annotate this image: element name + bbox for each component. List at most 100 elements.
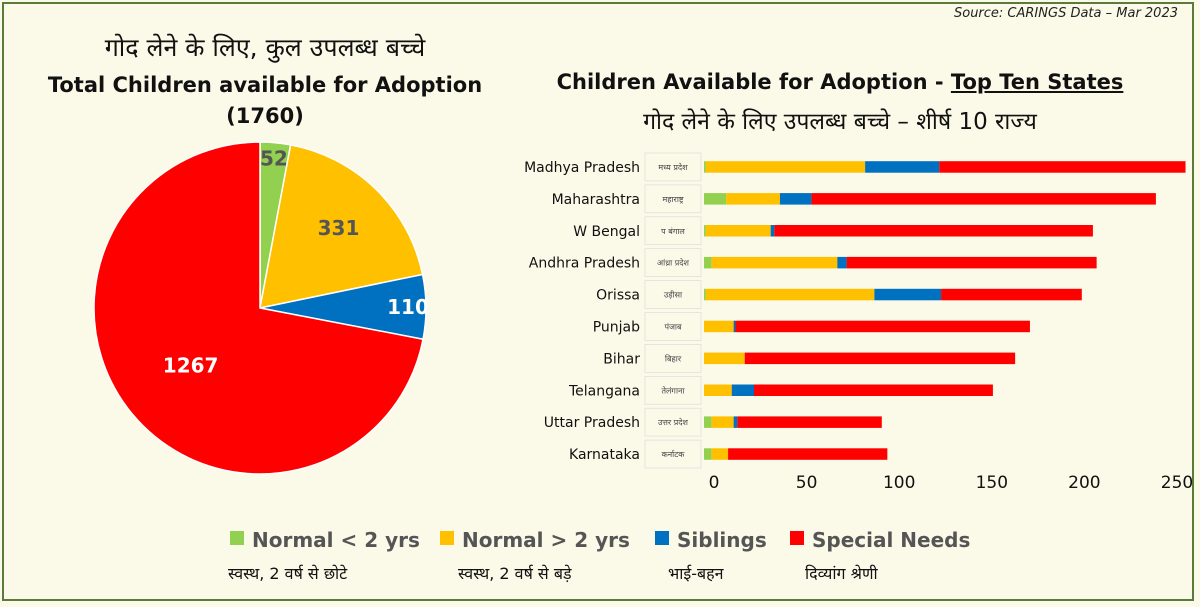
pie-slice: [259, 143, 424, 309]
legend-swatch: [230, 531, 244, 545]
legend-hindi-label: भाई-बहन: [668, 564, 724, 583]
bar-segment: [770, 225, 775, 237]
pie-slice: [93, 141, 424, 475]
bar-segment: [711, 448, 729, 460]
legend-swatch: [440, 531, 454, 545]
state-hindi-label: उड़ीसा: [664, 290, 683, 300]
bar-segment: [846, 256, 1097, 269]
legend: Normal < 2 yrs स्वस्थ, 2 वर्ष से छोटे Norm…: [0, 528, 1200, 598]
state-hindi-cell: [644, 184, 702, 214]
pie-data-label: 52: [260, 147, 288, 171]
bar-segment: [737, 416, 882, 428]
legend-label: Special Needs: [812, 528, 971, 552]
legend-hindi-label: स्वस्थ, 2 वर्ष से बड़े: [458, 564, 572, 583]
bar-segment: [704, 161, 706, 173]
x-tick-label: 0: [709, 473, 720, 493]
bar-segment: [704, 256, 712, 269]
bar-segment: [704, 320, 734, 333]
bar-segment: [939, 161, 1186, 173]
state-hindi-cell: [644, 344, 702, 373]
bar-segment: [705, 161, 866, 173]
x-tick-label: 100: [883, 473, 915, 493]
bar-segment: [754, 384, 993, 396]
bar-title-prefix: Children Available for Adoption -: [556, 70, 951, 94]
state-hindi-cell: [644, 152, 702, 182]
legend-hindi-label: दिव्यांग श्रेणी: [805, 564, 878, 583]
state-label: Uttar Pradesh: [544, 415, 640, 431]
legend-item: Normal < 2 yrs: [230, 528, 420, 552]
state-hindi-label: कर्नाटक: [662, 449, 686, 459]
bar-segment: [704, 288, 706, 301]
x-tick-label: 150: [976, 473, 1008, 493]
bar-segment: [779, 193, 812, 205]
bar-segment: [705, 288, 875, 301]
legend-label: Siblings: [677, 528, 767, 552]
bar-title-hindi: गोद लेने के लिए उपलब्ध बच्चे – शीर्ष 10 …: [643, 109, 1037, 135]
state-label: Punjab: [593, 319, 640, 335]
state-label: Andhra Pradesh: [529, 256, 640, 272]
pie-title-hindi: गोद लेने के लिए, कुल उपलब्ध बच्चे: [104, 33, 426, 62]
state-hindi-label: बिहार: [665, 353, 682, 363]
legend-label: Normal < 2 yrs: [252, 528, 420, 552]
pie-title: Total Children available for Adoption (1…: [40, 70, 490, 132]
state-label: Karnataka: [569, 447, 640, 463]
bar-chart-title: Children Available for Adoption - Top Te…: [520, 70, 1160, 94]
bar-segment: [726, 193, 780, 205]
bar-segment: [704, 225, 706, 237]
bar-segment: [865, 161, 940, 173]
bar-segment: [733, 320, 736, 333]
state-label: Bihar: [603, 351, 640, 367]
legend-item: Normal > 2 yrs: [440, 528, 630, 552]
bar-title-underlined: Top Ten States: [950, 70, 1124, 94]
bar-segment: [704, 384, 732, 396]
state-hindi-label: उत्तर प्रदेश: [658, 417, 689, 427]
x-tick-label: 50: [796, 473, 818, 493]
state-hindi-cell: [644, 375, 702, 405]
legend-item: Siblings: [655, 528, 767, 552]
state-label: W Bengal: [573, 224, 640, 240]
state-hindi-cell: [644, 216, 702, 246]
state-hindi-cell: [644, 280, 702, 309]
pie-chart: 52 331 110 1267: [93, 141, 429, 475]
state-hindi-label: महाराष्ट्र: [662, 195, 684, 204]
pie-data-label: 331: [318, 216, 360, 240]
state-label: Maharashtra: [552, 192, 640, 208]
bar-segment: [731, 384, 755, 396]
state-label: Orissa: [596, 288, 640, 304]
state-label: Telangana: [568, 383, 640, 399]
state-hindi-cell: [644, 439, 702, 469]
pie-data-label: 110: [387, 295, 429, 319]
pie-title-text: Total Children available for Adoption: [47, 73, 483, 97]
bar-segment: [728, 448, 888, 460]
state-hindi-label: पंजाब: [664, 322, 682, 331]
bar-segment: [744, 352, 1016, 365]
pie-total-label: (1760): [226, 104, 304, 128]
bar-segment: [837, 256, 847, 269]
legend-hindi-label: स्वस्थ, 2 वर्ष से छोटे: [228, 564, 348, 583]
legend-item: Special Needs: [790, 528, 970, 552]
state-hindi-cell: [644, 248, 702, 277]
state-hindi-label: प बंगाल: [661, 227, 685, 236]
bar-segment: [774, 225, 1093, 237]
bar-segment: [711, 256, 838, 269]
state-hindi-label: आंध्रा प्रदेश: [657, 258, 690, 268]
x-tick-label: 200: [1068, 473, 1100, 493]
state-hindi-cell: [644, 407, 702, 437]
bar-segment: [733, 416, 738, 428]
state-hindi-cell: [644, 312, 702, 341]
state-hindi-label: मध्य प्रदेश: [658, 162, 688, 172]
state-hindi-label: तेलंगाना: [661, 385, 685, 395]
stacked-bar-chart: मध्य प्रदेश Madhya Pradesh महाराष्ट्र Mahar…: [524, 150, 1193, 493]
state-label: Madhya Pradesh: [524, 160, 640, 176]
legend-swatch: [790, 531, 804, 545]
bar-segment: [704, 352, 745, 365]
bar-segment: [811, 193, 1156, 205]
bar-segment: [735, 320, 1030, 333]
bar-segment: [704, 416, 712, 428]
bar-segment: [941, 288, 1082, 301]
bar-segment: [874, 288, 942, 301]
source-note: Source: CARINGS Data – Mar 2023: [953, 6, 1178, 21]
legend-label: Normal > 2 yrs: [462, 528, 630, 552]
